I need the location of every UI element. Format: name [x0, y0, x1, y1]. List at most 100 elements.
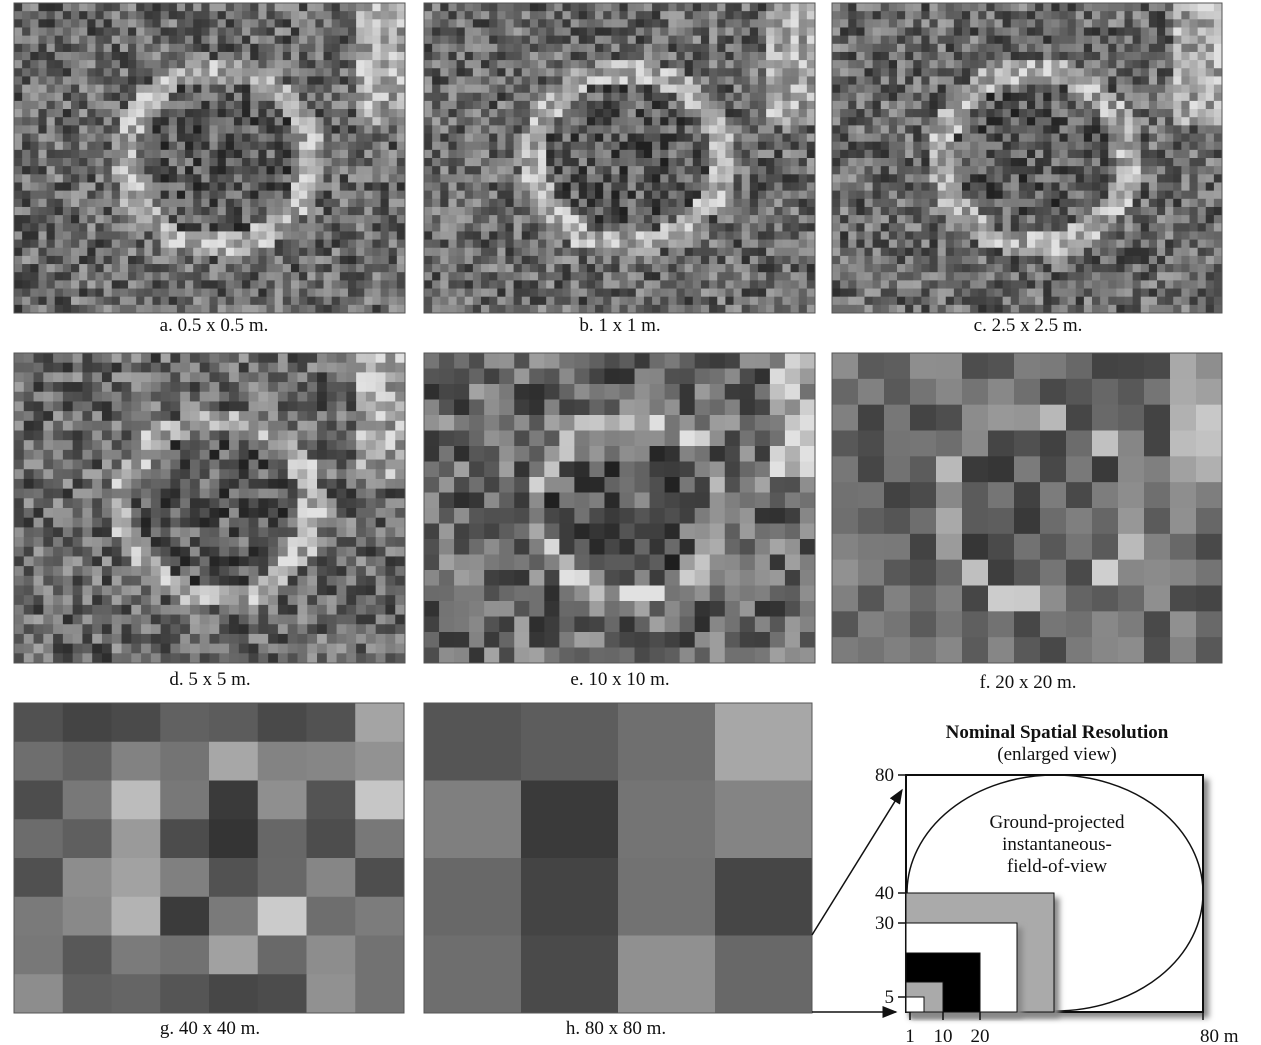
pixel — [611, 93, 620, 102]
pixel — [481, 93, 490, 102]
pixel — [587, 85, 596, 94]
pixel — [95, 3, 104, 12]
pixel — [169, 76, 178, 85]
pixel — [530, 199, 539, 208]
pixel — [481, 3, 490, 12]
pixel — [1214, 134, 1223, 143]
pixel — [636, 93, 645, 102]
pixel — [242, 305, 251, 314]
pixel — [120, 166, 129, 175]
pixel — [579, 44, 588, 53]
pixel — [424, 11, 433, 20]
pixel — [55, 19, 64, 28]
pixel — [177, 52, 186, 61]
pixel — [1092, 174, 1101, 183]
pixel — [758, 223, 767, 232]
pixel — [1165, 27, 1174, 36]
pixel — [652, 297, 661, 306]
pixel — [579, 166, 588, 175]
pixel — [995, 101, 1004, 110]
pixel — [913, 101, 922, 110]
pixel — [930, 109, 939, 118]
pixel — [954, 134, 963, 143]
pixel — [873, 215, 882, 224]
pixel — [1027, 76, 1036, 85]
pixel — [47, 44, 56, 53]
pixel — [758, 248, 767, 257]
pixel — [1116, 166, 1125, 175]
pixel — [291, 44, 300, 53]
pixel — [962, 207, 971, 216]
pixel — [457, 158, 466, 167]
pixel — [104, 182, 113, 191]
pixel — [889, 44, 898, 53]
pixel — [865, 174, 874, 183]
pixel — [307, 240, 316, 249]
pixel — [897, 207, 906, 216]
pixel — [865, 166, 874, 175]
pixel — [807, 125, 816, 134]
pixel — [250, 289, 259, 298]
pixel — [758, 85, 767, 94]
pixel — [889, 52, 898, 61]
pixel — [865, 207, 874, 216]
pixel — [865, 101, 874, 110]
pixel — [758, 199, 767, 208]
pixel — [603, 158, 612, 167]
pixel — [177, 248, 186, 257]
pixel — [522, 256, 531, 265]
pixel — [218, 19, 227, 28]
pixel — [782, 231, 791, 240]
pixel — [481, 68, 490, 77]
pixel — [169, 27, 178, 36]
pixel — [185, 264, 194, 273]
pixel — [30, 93, 39, 102]
pixel — [978, 109, 987, 118]
pixel — [742, 272, 751, 281]
pixel — [995, 85, 1004, 94]
pixel — [14, 240, 23, 249]
pixel — [1108, 223, 1117, 232]
pixel — [1133, 11, 1142, 20]
pixel — [930, 11, 939, 20]
pixel — [620, 231, 629, 240]
pixel — [1068, 52, 1077, 61]
pixel — [497, 52, 506, 61]
pixel — [63, 231, 72, 240]
pixel — [63, 85, 72, 94]
pixel — [1133, 182, 1142, 191]
pixel — [38, 142, 47, 151]
pixel — [340, 85, 349, 94]
pixel — [921, 44, 930, 53]
pixel — [717, 60, 726, 69]
pixel — [1019, 60, 1028, 69]
pixel — [514, 272, 523, 281]
pixel — [340, 117, 349, 126]
pixel — [505, 125, 514, 134]
pixel — [47, 248, 56, 257]
pixel — [611, 11, 620, 20]
pixel — [104, 158, 113, 167]
pixel — [136, 289, 145, 298]
pixel — [1027, 207, 1036, 216]
pixel — [364, 191, 373, 200]
pixel — [750, 223, 759, 232]
pixel — [881, 27, 890, 36]
pixel — [1027, 142, 1036, 151]
pixel — [603, 182, 612, 191]
pixel — [579, 27, 588, 36]
pixel — [473, 44, 482, 53]
pixel — [677, 158, 686, 167]
pixel — [185, 68, 194, 77]
pixel — [144, 223, 153, 232]
pixel — [668, 76, 677, 85]
pixel — [603, 264, 612, 273]
pixel — [873, 52, 882, 61]
pixel — [324, 142, 333, 151]
pixel — [177, 174, 186, 183]
pixel — [193, 76, 202, 85]
pixel — [505, 101, 514, 110]
pixel — [571, 19, 580, 28]
pixel — [734, 215, 743, 224]
pixel — [774, 60, 783, 69]
